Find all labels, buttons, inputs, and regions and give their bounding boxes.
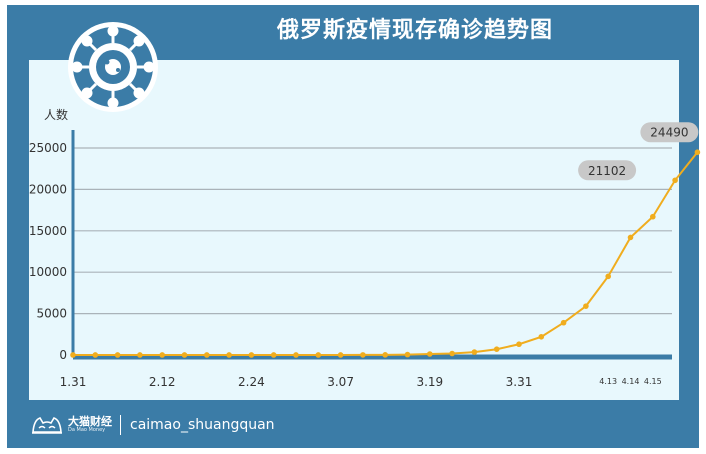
data-point: [360, 352, 366, 358]
data-point: [605, 273, 611, 280]
data-point: [92, 352, 99, 358]
data-point: [159, 352, 165, 358]
data-point: [672, 177, 678, 184]
data-point: [114, 352, 121, 358]
x-tick-label: 2.24: [238, 375, 265, 389]
data-point: [516, 341, 522, 348]
data-point: [538, 333, 545, 340]
x-tick-label: 3.07: [327, 375, 354, 389]
y-tick-label: 20000: [29, 182, 67, 196]
chart-panel: [29, 60, 679, 400]
data-point: [627, 234, 634, 241]
data-point: [427, 351, 433, 357]
x-tick-label: 1.31: [60, 375, 87, 389]
data-point: [650, 213, 656, 220]
x-tick-label: 3.31: [506, 375, 533, 389]
data-point: [270, 352, 277, 358]
y-axis-label: 人数: [44, 107, 68, 122]
y-tick-label: 10000: [29, 265, 67, 279]
data-point: [315, 352, 322, 358]
data-label: 21102: [588, 164, 626, 178]
brand-name: 大猫财经: [68, 415, 112, 428]
data-point: [137, 352, 143, 358]
cat-logo-icon: [32, 417, 62, 434]
data-point: [204, 352, 210, 358]
data-point: [493, 346, 500, 353]
footer: 大猫财经 Da Mao Money caimao_shuangquan: [30, 412, 275, 438]
data-label: 24490: [650, 126, 688, 140]
series-line: [73, 151, 699, 356]
footer-divider: [120, 415, 121, 435]
x-tick-label: 4.14: [622, 377, 640, 386]
data-point: [293, 352, 299, 358]
y-tick-label: 5000: [36, 307, 67, 321]
data-point: [337, 352, 344, 358]
x-tick-label: 3.19: [416, 375, 443, 389]
x-tick-label: 4.13: [599, 377, 617, 386]
data-point: [583, 303, 589, 309]
social-handle: caimao_shuangquan: [130, 417, 275, 433]
data-point: [404, 351, 411, 358]
y-tick-label: 0: [59, 348, 67, 362]
data-point: [70, 352, 76, 358]
data-point: [181, 352, 188, 358]
data-point: [449, 350, 455, 357]
page-title: 俄罗斯疫情现存确诊趋势图: [276, 18, 553, 43]
data-point: [694, 149, 701, 156]
data-point: [382, 352, 389, 358]
brand-name-en: Da Mao Money: [68, 427, 106, 433]
data-point: [226, 352, 232, 358]
x-tick-label: 4.15: [644, 377, 662, 386]
y-tick-label: 15000: [29, 224, 67, 238]
data-point: [248, 352, 255, 358]
x-tick-label: 2.12: [149, 375, 176, 389]
y-tick-label: 25000: [29, 141, 67, 155]
data-label-bubble: [578, 160, 637, 181]
virus-icon: [68, 22, 158, 112]
data-point: [471, 349, 478, 355]
data-point: [560, 319, 567, 326]
data-label-bubble: [640, 122, 699, 143]
